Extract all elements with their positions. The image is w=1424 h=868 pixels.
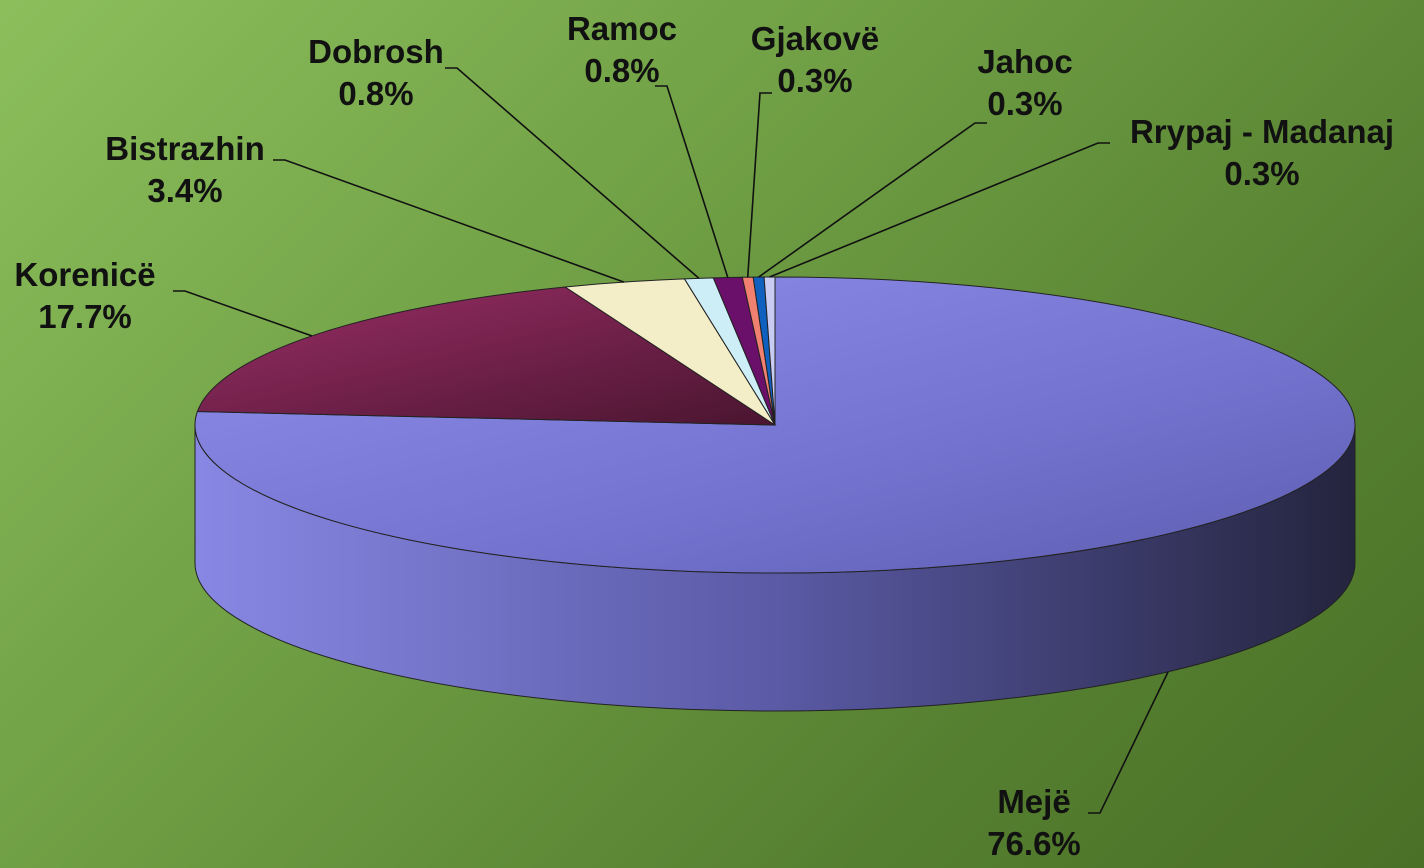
slice-name-mej-: Mejë <box>997 783 1070 820</box>
slice-name-rrypaj-madanaj: Rrypaj - Madanaj <box>1130 113 1394 150</box>
slice-korenic- <box>196 286 777 426</box>
leader-line-bistrazhin <box>273 159 625 283</box>
slice-percent-korenic-: 17.7% <box>38 298 132 335</box>
slice-percent-jahoc: 0.3% <box>987 85 1062 122</box>
pie-tops <box>194 276 1356 574</box>
slice-name-bistrazhin: Bistrazhin <box>105 130 265 167</box>
leader-line-dobrosh <box>445 67 700 279</box>
slice-percent-mej-: 76.6% <box>987 825 1081 862</box>
slice-name-ramoc: Ramoc <box>567 10 677 47</box>
leader-line-rrypaj-madanaj <box>769 142 1110 278</box>
leader-lines <box>173 67 1169 814</box>
slice-name-jahoc: Jahoc <box>977 43 1072 80</box>
leader-line-mej- <box>1088 671 1169 814</box>
slice-mej- <box>194 276 1356 574</box>
slice-percent-gjakov-: 0.3% <box>777 62 852 99</box>
slice-name-dobrosh: Dobrosh <box>308 33 444 70</box>
slice-percent-rrypaj-madanaj: 0.3% <box>1224 155 1299 192</box>
leader-line-korenic- <box>173 290 313 337</box>
slice-percent-ramoc: 0.8% <box>584 52 659 89</box>
leader-line-jahoc <box>758 122 987 278</box>
slice-percent-dobrosh: 0.8% <box>338 75 413 112</box>
slice-name-gjakov-: Gjakovë <box>751 20 879 57</box>
slice-percent-bistrazhin: 3.4% <box>147 172 222 209</box>
leader-line-gjakov- <box>746 92 772 278</box>
slice-name-korenic-: Korenicë <box>14 256 155 293</box>
leader-line-ramoc <box>655 85 729 278</box>
slice-labels: Mejë 76.6% Korenicë 17.7% Bistrazhin 3.4% Dobr… <box>14 10 1394 862</box>
